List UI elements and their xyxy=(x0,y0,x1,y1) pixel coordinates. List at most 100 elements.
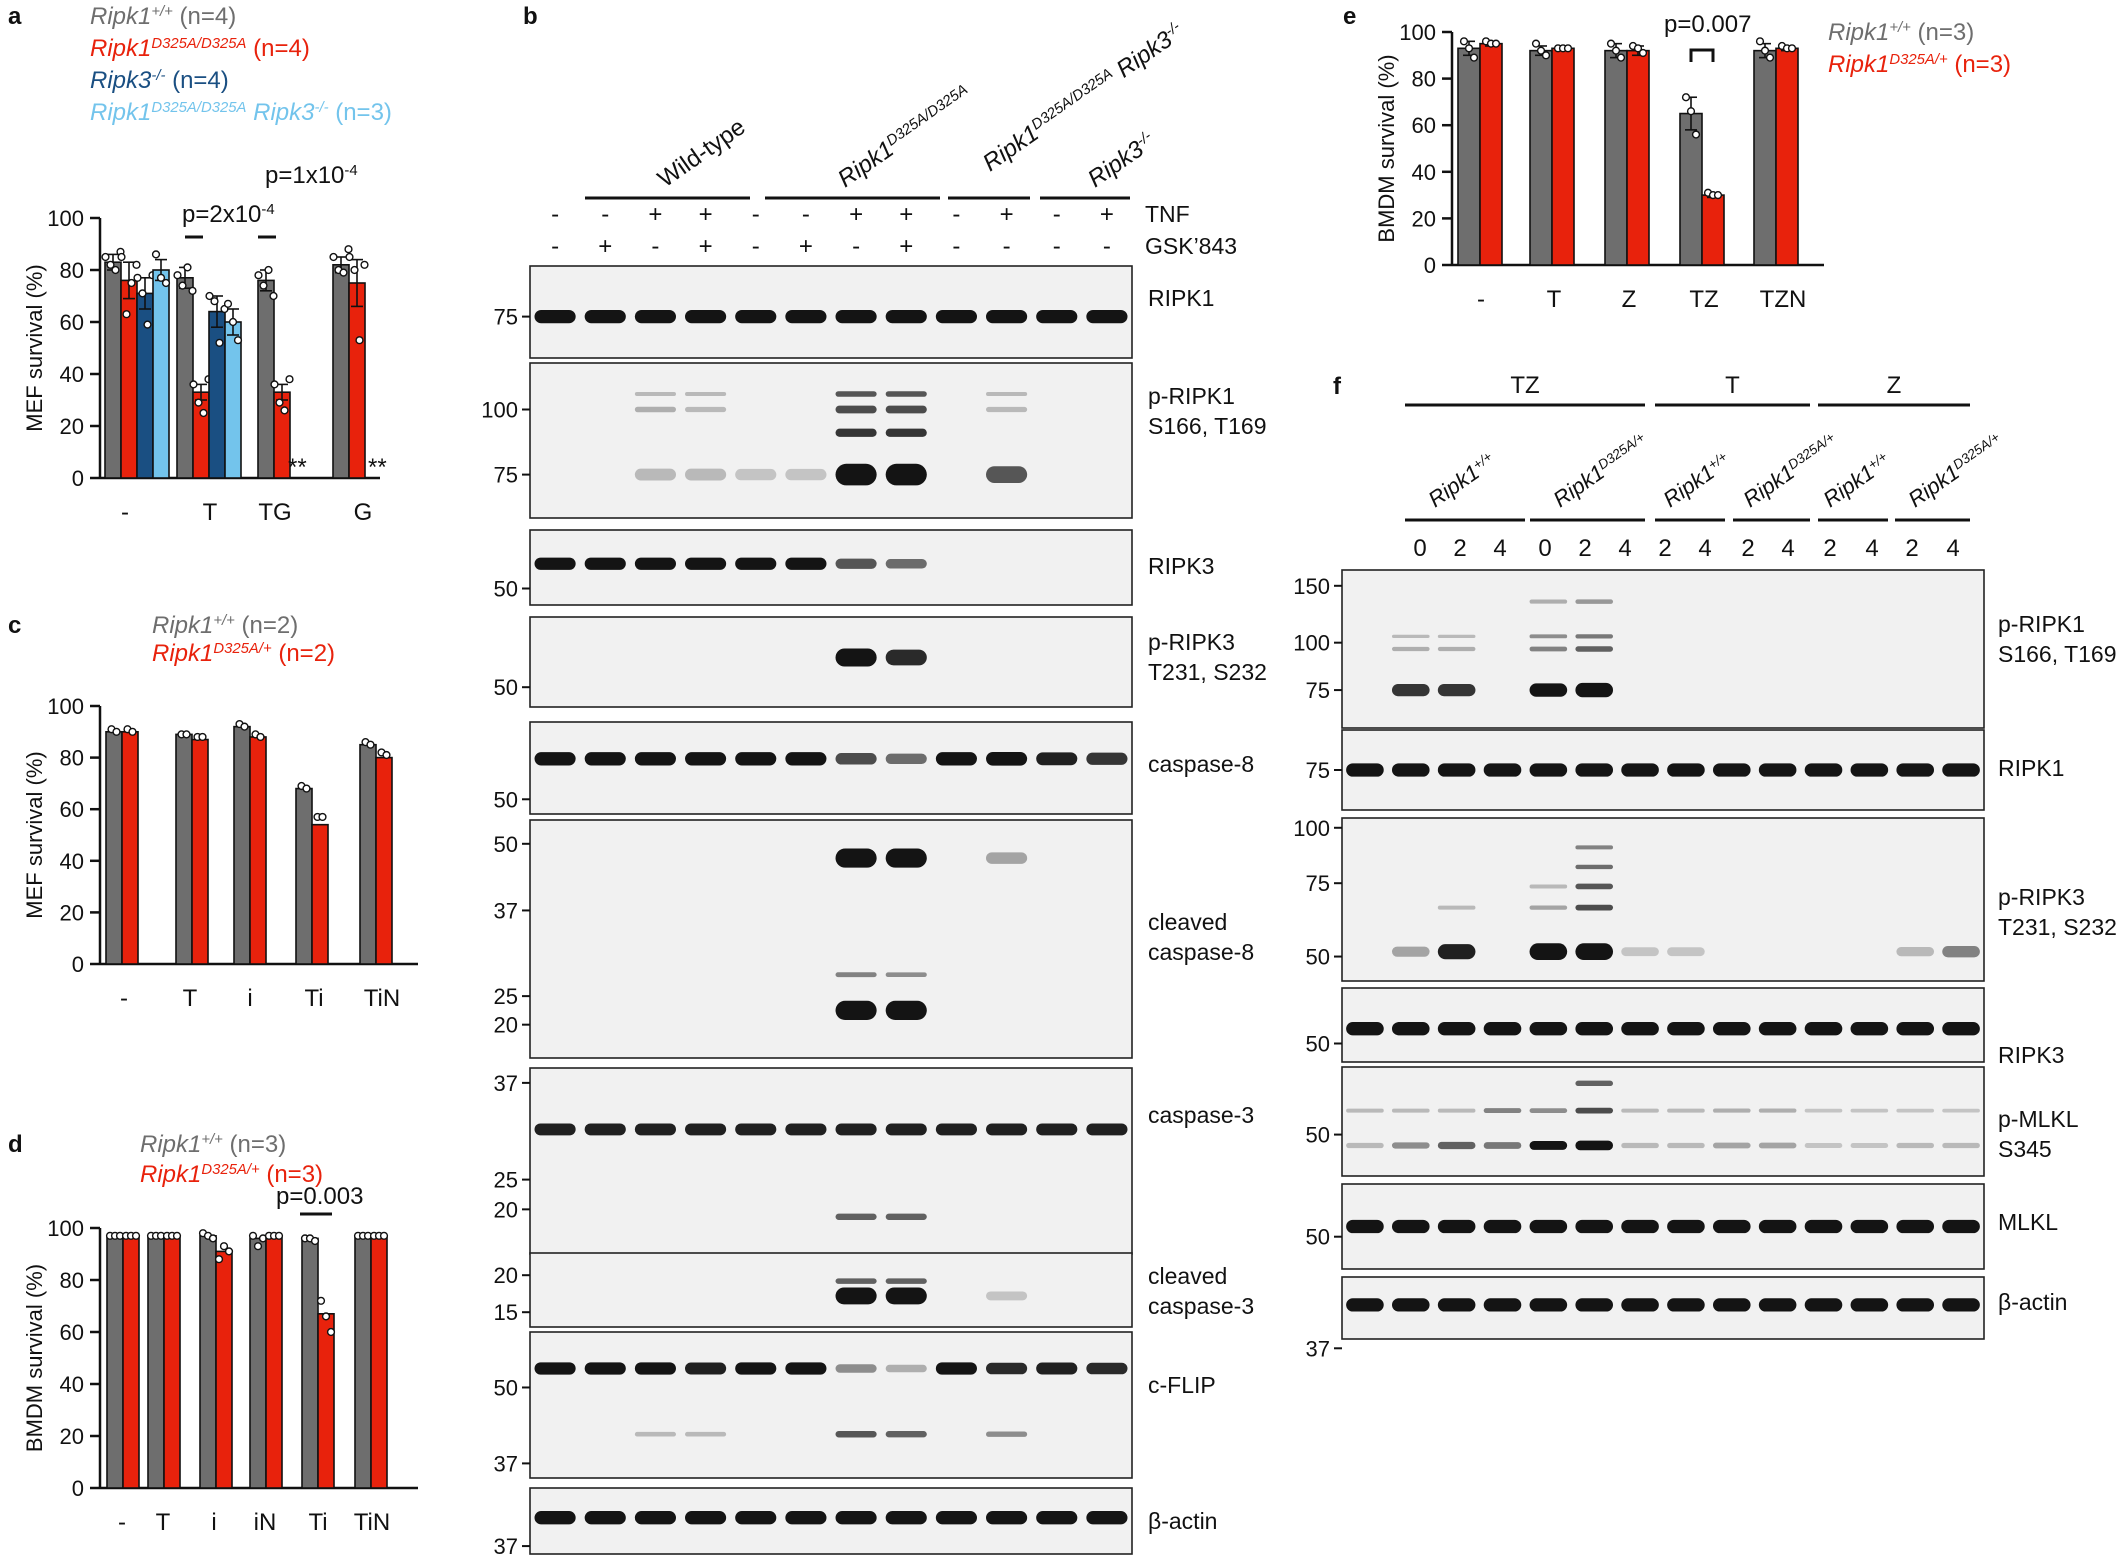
data-point xyxy=(178,281,187,290)
blot-band xyxy=(735,309,777,324)
data-point xyxy=(233,336,243,345)
legend-entry: Ripk1D325A/D325A Ripk3-/- (n=3) xyxy=(90,99,392,126)
data-point xyxy=(1755,37,1765,46)
blot-band xyxy=(634,392,676,396)
blot-band xyxy=(835,558,877,569)
panel-a: a Ripk1+/+ (n=4)Ripk1D325A/D325A (n=4)Rip… xyxy=(8,3,392,526)
data-point xyxy=(205,291,214,301)
blot-band xyxy=(1391,646,1430,652)
text-span: D325A/D325A xyxy=(1029,66,1116,134)
mw-marker: 50 xyxy=(494,832,518,857)
panel-letter-b: b xyxy=(523,3,538,30)
text-span: -/- xyxy=(151,68,165,84)
blot-band xyxy=(634,557,676,570)
tnf-sign: - xyxy=(952,201,960,228)
significance-stars: ** xyxy=(288,454,307,481)
data-point xyxy=(112,727,121,736)
blot-band xyxy=(1712,1108,1751,1113)
blot-band xyxy=(685,468,727,481)
bar xyxy=(176,276,194,479)
blot-band xyxy=(1437,683,1476,697)
text-span: D325A/+ xyxy=(1785,429,1837,472)
data-point xyxy=(280,406,289,415)
bar xyxy=(1551,47,1575,266)
blot-band xyxy=(1391,1298,1430,1312)
blot-band xyxy=(885,1213,927,1220)
blot-band xyxy=(986,309,1028,324)
gsk-sign: + xyxy=(699,233,713,260)
mw-marker: 37 xyxy=(494,1451,518,1476)
blot-band xyxy=(685,1431,727,1437)
y-tick-label: 80 xyxy=(60,1268,84,1293)
time-label: 0 xyxy=(1413,535,1426,562)
x-tick-label: i xyxy=(211,1509,216,1536)
blot-label: p-RIPK3 xyxy=(1998,884,2085,910)
blot-band xyxy=(1529,1298,1568,1312)
significance-stars: ** xyxy=(368,454,387,481)
blot-label: cleaved xyxy=(1148,1263,1227,1289)
blot-frame xyxy=(529,265,1133,359)
blot-panel xyxy=(1341,817,1985,982)
blot-band xyxy=(785,309,827,324)
x-tick-label: - xyxy=(121,499,129,526)
data-point xyxy=(1765,53,1775,62)
blot-band xyxy=(735,1123,777,1136)
gsk-sign: - xyxy=(852,233,860,260)
x-tick-label: Ti xyxy=(308,1509,327,1536)
blot-band xyxy=(1575,1140,1614,1151)
legend-entry: Ripk1+/+ (n=4) xyxy=(90,3,236,30)
x-tick-label: T xyxy=(1547,286,1562,313)
data-point xyxy=(228,317,238,327)
blot-label: MLKL xyxy=(1998,1209,2058,1235)
blot-band xyxy=(885,1123,927,1136)
blot-band xyxy=(1667,1142,1705,1149)
data-point xyxy=(214,1255,224,1264)
y-axis-label: BMDM survival (%) xyxy=(1374,54,1399,242)
blot-band xyxy=(1483,1142,1522,1149)
text-span: -/- xyxy=(315,100,329,116)
y-axis-label: MEF survival (%) xyxy=(22,751,47,918)
blot-panel xyxy=(529,1331,1133,1479)
text-span: D325A/D325A xyxy=(151,100,246,116)
y-axis-label: BMDM survival (%) xyxy=(22,1264,47,1452)
blot-band xyxy=(1575,1107,1614,1114)
blot-band xyxy=(634,1431,676,1437)
data-point xyxy=(1638,48,1648,58)
data-point xyxy=(161,278,171,288)
blot-band xyxy=(1850,1022,1889,1036)
blot-band xyxy=(735,468,777,481)
blot-panel xyxy=(1341,1276,1985,1340)
blot-band xyxy=(1896,1142,1935,1149)
blot-band xyxy=(1391,1142,1430,1149)
blot-label: caspase-3 xyxy=(1148,1293,1254,1319)
data-point xyxy=(253,1242,263,1251)
blot-band xyxy=(835,391,877,397)
blot-band xyxy=(1086,1362,1128,1375)
blot-panel xyxy=(529,362,1133,519)
blot-band xyxy=(785,1511,827,1525)
group-label: TZ xyxy=(1510,372,1539,399)
blot-header: Wild-type xyxy=(653,113,750,192)
gsk-sign: - xyxy=(551,233,559,260)
y-tick-label: 0 xyxy=(72,466,84,491)
blot-band xyxy=(1391,683,1430,697)
tnf-sign: - xyxy=(802,201,810,228)
text-span: Ripk1 xyxy=(90,3,151,30)
significance-bracket xyxy=(1689,48,1715,62)
blot-band xyxy=(584,1123,626,1136)
data-point xyxy=(1611,46,1621,55)
blot-band xyxy=(1621,1108,1659,1113)
blot-band xyxy=(1758,1298,1797,1312)
data-point xyxy=(189,380,198,389)
data-point xyxy=(329,252,338,262)
blot-band xyxy=(1437,763,1476,777)
bar xyxy=(1701,194,1725,266)
blot-label: S166, T169 xyxy=(1148,413,1267,439)
x-tick-label: iN xyxy=(254,1509,277,1536)
blot-band xyxy=(1437,944,1476,960)
blot-band xyxy=(1086,309,1128,324)
bar xyxy=(257,279,275,479)
text-span: -4 xyxy=(344,163,357,179)
group-label: Z xyxy=(1887,372,1902,399)
